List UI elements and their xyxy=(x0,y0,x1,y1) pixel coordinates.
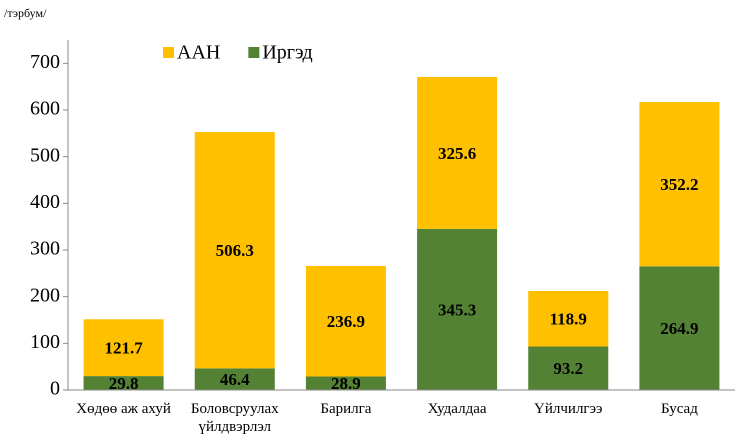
y-tick-label: 400 xyxy=(30,191,60,213)
data-label: 118.9 xyxy=(550,310,587,329)
bar-segment xyxy=(639,102,720,267)
data-label: 506.3 xyxy=(216,241,254,260)
bar-segment xyxy=(417,76,498,229)
y-axis-label: /тэрбум/ xyxy=(4,6,47,20)
data-label: 28.9 xyxy=(331,374,361,393)
bar-segment xyxy=(83,319,164,377)
bar-segment xyxy=(194,368,275,390)
data-label: 121.7 xyxy=(104,339,143,358)
x-tick-label: Боловсруулах үйлдвэрлэл xyxy=(190,401,279,435)
x-tick-label: Худалдаа xyxy=(427,401,487,417)
bar-segment xyxy=(417,228,498,390)
bar-segment xyxy=(528,291,609,347)
x-tick-label: Үйлчилгээ xyxy=(534,401,603,417)
data-label: 29.8 xyxy=(109,374,139,393)
data-label: 264.9 xyxy=(660,319,698,338)
bar-segment xyxy=(305,376,386,390)
data-label: 352.2 xyxy=(660,175,698,194)
y-tick-label: 100 xyxy=(30,331,60,353)
y-tick-label: 0 xyxy=(50,378,60,400)
x-tick-label: Бусад xyxy=(660,401,698,417)
legend-label: ААН xyxy=(177,42,220,64)
x-tick-label: Барилга xyxy=(320,401,372,417)
data-label: 236.9 xyxy=(327,312,365,331)
bar-segment xyxy=(639,266,720,390)
y-tick-label: 700 xyxy=(30,51,60,73)
y-tick-label: 300 xyxy=(30,238,60,260)
data-label: 325.6 xyxy=(438,144,476,163)
bar-segment xyxy=(83,376,164,390)
y-tick-label: 500 xyxy=(30,144,60,166)
data-label: 46.4 xyxy=(220,370,250,389)
bar-segment xyxy=(305,265,386,377)
x-tick-label: Хөдөө аж ахуй xyxy=(76,401,171,417)
bar-segment xyxy=(194,132,275,369)
bar-segment xyxy=(528,346,609,390)
data-label: 345.3 xyxy=(438,300,476,319)
legend-swatch xyxy=(163,47,174,58)
legend-label: Иргэд xyxy=(262,42,312,64)
y-tick-label: 600 xyxy=(30,98,60,120)
data-label: 93.2 xyxy=(553,359,583,378)
legend-swatch xyxy=(248,47,260,58)
y-tick-label: 200 xyxy=(30,284,60,306)
